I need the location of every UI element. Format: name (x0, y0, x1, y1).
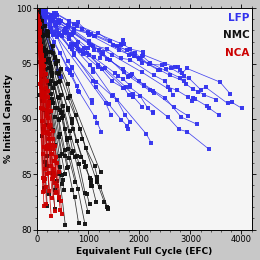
Text: LFP: LFP (228, 13, 250, 23)
Y-axis label: % Initial Capacity: % Initial Capacity (4, 74, 13, 164)
Text: NCA: NCA (225, 48, 250, 58)
Text: NMC: NMC (223, 30, 250, 41)
X-axis label: Equivalent Full Cycle (EFC): Equivalent Full Cycle (EFC) (76, 247, 213, 256)
